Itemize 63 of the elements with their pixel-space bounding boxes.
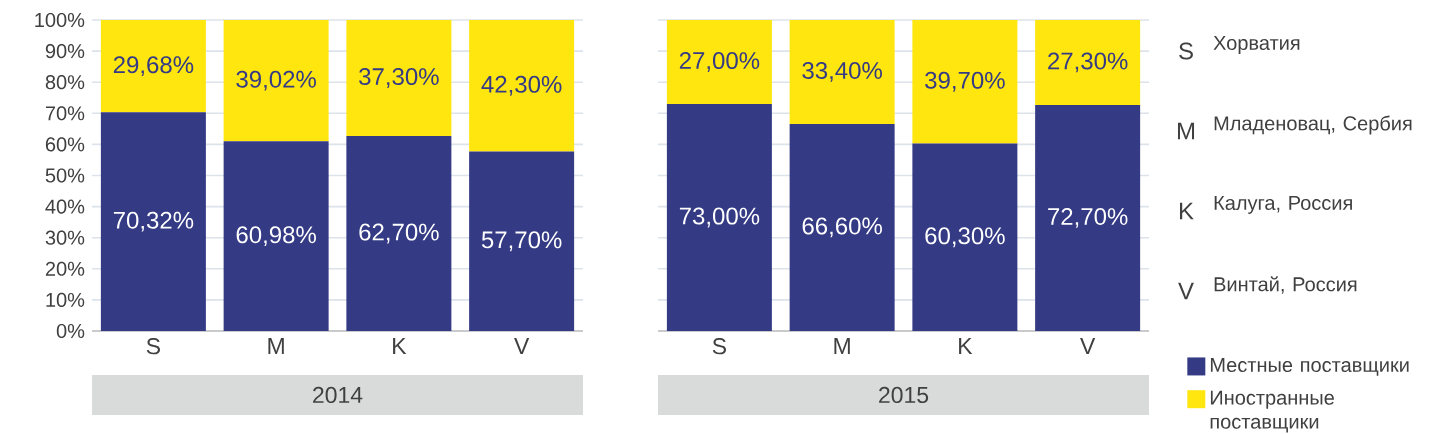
data-label: 60,30% (925, 227, 1005, 248)
y-tick-label: 70% (45, 106, 85, 121)
x-tick-label: V (514, 338, 530, 354)
data-label: 39,02% (236, 70, 316, 91)
bar (223, 141, 329, 331)
legend-label: Местные поставщики (1210, 358, 1409, 376)
text: S (1179, 42, 1193, 60)
y-tick-label: 90% (45, 44, 85, 59)
data-label: 39,70% (925, 71, 1005, 92)
data-label: 70,32% (113, 211, 194, 232)
bar (912, 20, 1018, 144)
bar (789, 20, 895, 124)
bar (1035, 20, 1141, 105)
data-label: 72,70% (1048, 208, 1128, 228)
y-tick-label: 20% (45, 261, 85, 276)
data-label: 37,30% (359, 68, 439, 88)
text: Хорватия (1213, 36, 1300, 54)
text: Калуга, Россия (1214, 196, 1352, 214)
x-tick-label: S (712, 338, 726, 355)
y-tick-label: 0% (56, 323, 85, 339)
bar (666, 20, 772, 104)
data-label: 33,40% (802, 62, 882, 82)
y-tick-label: 100% (35, 12, 85, 28)
bar (346, 136, 452, 331)
x-tick-label: V (1080, 338, 1096, 354)
data-label: 62,70% (359, 223, 439, 244)
text: K (1179, 202, 1194, 220)
x-axis-title: 2014 (313, 386, 363, 404)
y-tick-label: 30% (45, 230, 85, 245)
bar (346, 20, 452, 136)
data-label: 29,68% (113, 56, 194, 77)
text: Младеновац, Сербия (1214, 115, 1412, 135)
data-label: 42,30% (481, 75, 562, 96)
data-label: 66,60% (802, 217, 882, 238)
x-tick-label: K (959, 338, 973, 354)
data-label: 73,00% (679, 207, 760, 228)
y-tick-label: 80% (45, 75, 85, 90)
y-tick-label: 40% (45, 199, 85, 214)
data-label: 27,30% (1048, 52, 1128, 73)
bar (469, 151, 575, 331)
data-label: 27,00% (679, 52, 760, 72)
bar (1035, 104, 1141, 331)
text: V (1178, 282, 1194, 300)
y-tick-label: 10% (46, 292, 85, 307)
bar (912, 143, 1018, 331)
bar (223, 20, 329, 142)
x-tick-label: S (146, 338, 160, 355)
x-tick-label: K (393, 338, 407, 354)
bar (789, 123, 895, 331)
bar (100, 112, 206, 331)
bar (666, 103, 772, 331)
legend-label: Иностранные поставщики (1210, 390, 1334, 433)
text: M (1177, 122, 1195, 140)
x-tick-label: M (268, 338, 284, 354)
bar (100, 20, 206, 113)
text: Винтай, Россия (1214, 276, 1357, 294)
y-tick-label: 60% (45, 137, 85, 152)
data-label: 60,98% (236, 226, 316, 247)
y-tick-label: 50% (45, 168, 85, 183)
x-axis-title: 2015 (879, 386, 929, 404)
bar (469, 20, 575, 152)
data-label: 57,70% (481, 231, 562, 252)
x-tick-label: M (834, 338, 850, 354)
